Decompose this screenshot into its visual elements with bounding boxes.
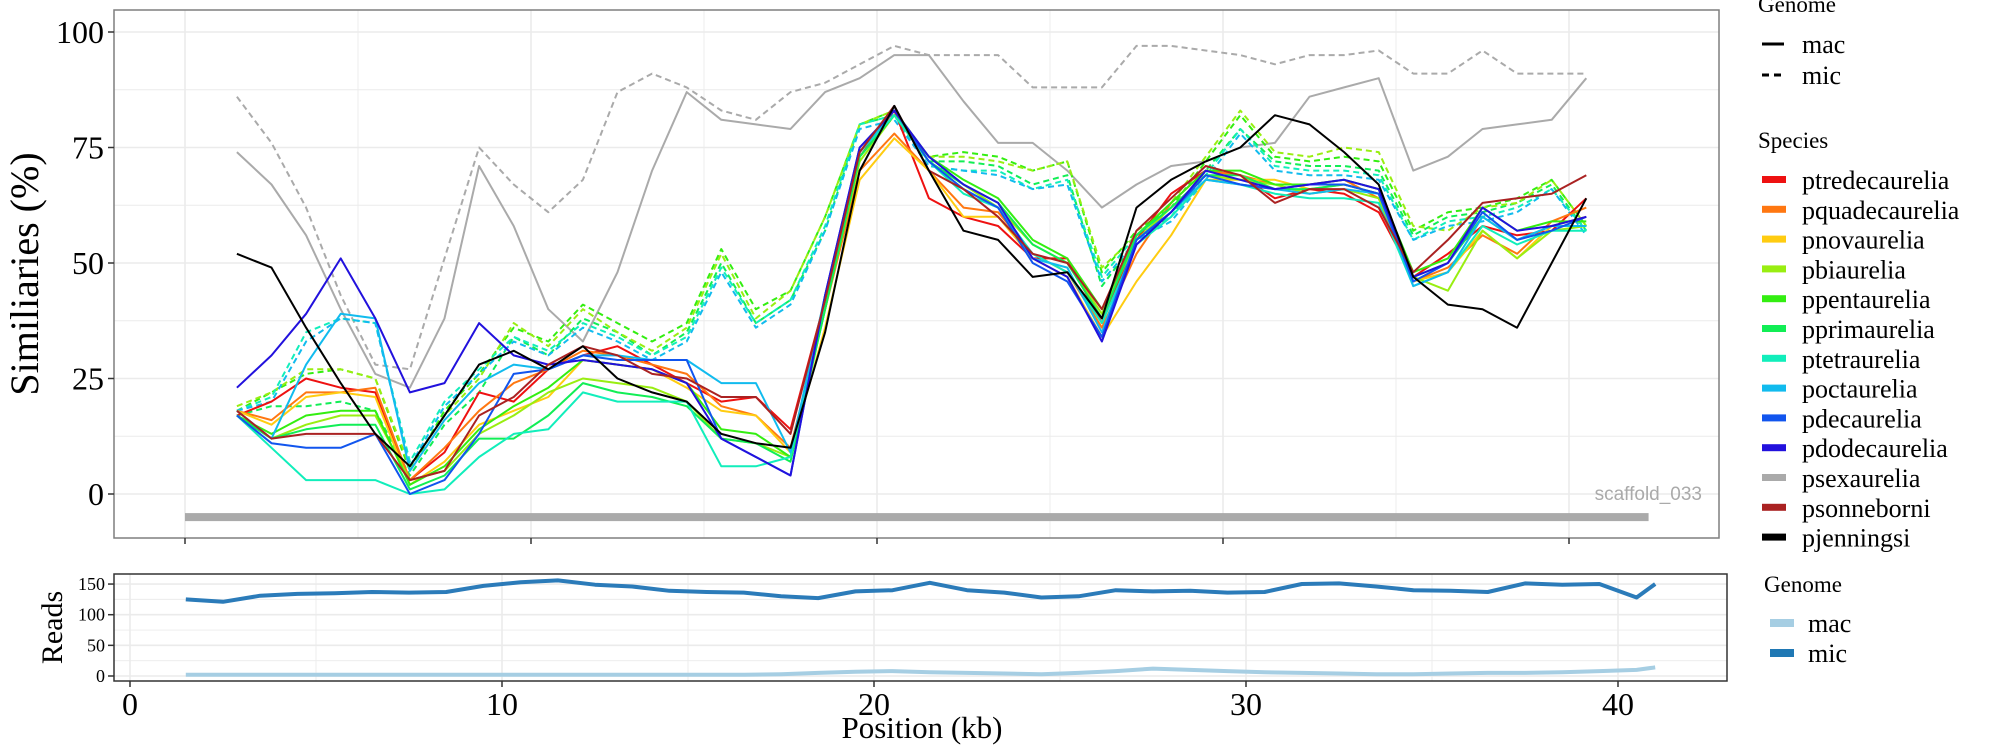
similarity-x-axis	[184, 538, 1570, 544]
reads-line-mac	[185, 665, 1656, 677]
legend-key-reads-mac	[1770, 619, 1794, 627]
legend-key-reads-mic	[1770, 649, 1794, 657]
legend-reads-title: Genome	[1764, 572, 1842, 597]
legend-key-pquadecaurelia	[1762, 205, 1786, 213]
x-tick-label: 30	[1230, 686, 1262, 722]
legend-key-pdecaurelia	[1762, 414, 1786, 422]
legend-label-reads-mic: mic	[1808, 639, 1847, 668]
x-tick-label: 0	[122, 686, 138, 722]
similarity-panel: scaffold_033 0 25 50 75 100 Similiaries (%)	[2, 9, 1720, 544]
reads-y-axis: 0 50 100 150	[78, 574, 114, 686]
reads-series	[185, 578, 1657, 677]
x-tick-label: 40	[1602, 686, 1634, 722]
scaffold-bar	[185, 513, 1649, 522]
legend-key-poctaurelia	[1762, 384, 1786, 392]
y-tick-label: 25	[72, 361, 104, 397]
y-tick-label: 50	[87, 635, 105, 655]
reads-line-mic	[185, 578, 1657, 604]
legend-label-psexaurelia: psexaurelia	[1802, 464, 1921, 493]
reads-y-axis-title: Reads	[36, 591, 69, 664]
legend-key-psexaurelia	[1762, 474, 1786, 481]
legend-label-mic: mic	[1802, 61, 1841, 90]
legend-genome-title: Genome	[1758, 0, 1836, 17]
legend-label-ptredecaurelia: ptredecaurelia	[1802, 166, 1950, 195]
y-tick-label: 50	[72, 245, 104, 281]
y-tick-label: 150	[78, 574, 105, 594]
legend-key-pprimaurelia	[1762, 325, 1786, 332]
y-tick-label: 0	[88, 476, 104, 512]
legend-key-ppentaurelia	[1762, 295, 1786, 303]
series-line-psexaurelia-mic	[236, 44, 1587, 371]
similarity-series	[236, 44, 1588, 495]
similarity-panel-background	[114, 10, 1719, 538]
legend-label-ptetraurelia: ptetraurelia	[1802, 345, 1921, 374]
series-line-pdodecaurelia-mac	[236, 109, 1587, 477]
legend-label-pnovaurelia: pnovaurelia	[1802, 226, 1925, 255]
reads-panel-border	[113, 573, 1728, 682]
legend-key-pjenningsi	[1762, 533, 1786, 541]
x-tick-label: 10	[486, 686, 518, 722]
legend-key-psonneborni	[1762, 503, 1786, 511]
scaffold-label: scaffold_033	[1595, 484, 1702, 505]
similarity-panel-border	[113, 9, 1720, 539]
y-tick-label: 100	[78, 605, 105, 625]
reads-panel: 0 50 100 150 0 10 20 30 40 Reads Position (kb)	[36, 573, 1728, 745]
legend-label-ppentaurelia: ppentaurelia	[1802, 285, 1931, 314]
legend-label-psonneborni: psonneborni	[1802, 494, 1931, 523]
y-tick-label: 100	[56, 14, 104, 50]
legend-label-pdodecaurelia: pdodecaurelia	[1802, 434, 1948, 463]
legend-label-mac: mac	[1802, 30, 1845, 59]
legend-species-title: Species	[1758, 128, 1828, 153]
series-line-psexaurelia-mac	[236, 54, 1588, 389]
series-line-ppentaurelia-mic	[236, 109, 1588, 472]
legend-key-pbiaurelia	[1762, 265, 1786, 273]
legend-label-pprimaurelia: pprimaurelia	[1802, 315, 1935, 344]
y-tick-label: 75	[72, 130, 104, 166]
series-line-pjenningsi-mac	[236, 104, 1588, 468]
legend-label-pdecaurelia: pdecaurelia	[1802, 404, 1922, 433]
x-tick-label: 20	[858, 686, 890, 722]
legend-key-pdodecaurelia	[1762, 444, 1786, 452]
legend-label-pjenningsi: pjenningsi	[1802, 524, 1910, 553]
legend-key-pnovaurelia	[1762, 235, 1786, 243]
x-axis-title: Position (kb)	[841, 710, 1002, 745]
legend-label-reads-mac: mac	[1808, 609, 1851, 638]
similarity-y-axis-title: Similiaries (%)	[2, 152, 47, 395]
legend-key-ptetraurelia	[1762, 354, 1786, 362]
legend-label-pquadecaurelia: pquadecaurelia	[1802, 196, 1960, 225]
similarity-gridlines	[114, 10, 1719, 538]
y-tick-label: 0	[96, 666, 105, 686]
reads-x-axis: 0 10 20 30 40	[122, 681, 1634, 722]
legend-label-pbiaurelia: pbiaurelia	[1802, 255, 1906, 284]
legend-species: Species ptredecaureliapquadecaureliapnov…	[1758, 128, 1960, 553]
legend-label-poctaurelia: poctaurelia	[1802, 375, 1918, 404]
legend-key-ptredecaurelia	[1762, 176, 1786, 183]
series-line-pdecaurelia-mac	[236, 109, 1587, 495]
similarity-y-axis: 0 25 50 75 100	[56, 14, 114, 512]
